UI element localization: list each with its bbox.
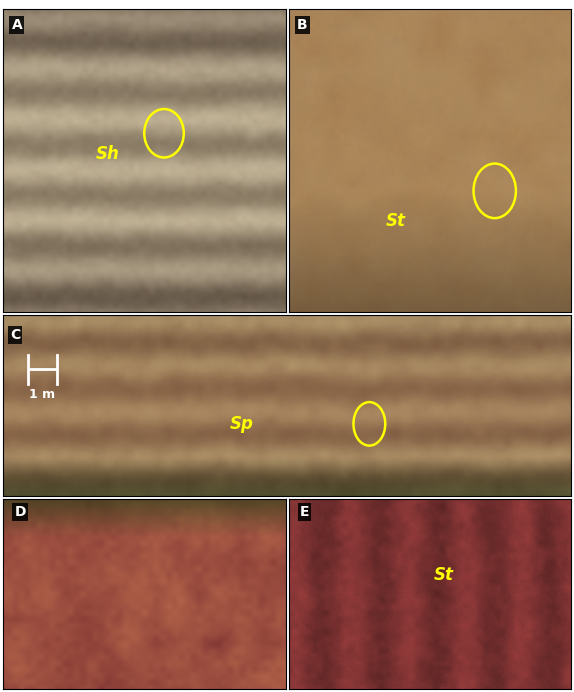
Text: A: A [11,18,22,32]
Text: E: E [300,505,309,519]
Text: St: St [386,212,406,230]
Text: Sp: Sp [230,415,254,433]
Text: 1 m: 1 m [29,388,55,401]
Text: Sh: Sh [96,145,119,163]
Text: D: D [14,505,26,519]
Text: St: St [434,566,454,584]
Text: C: C [10,328,20,342]
Text: B: B [297,18,308,32]
